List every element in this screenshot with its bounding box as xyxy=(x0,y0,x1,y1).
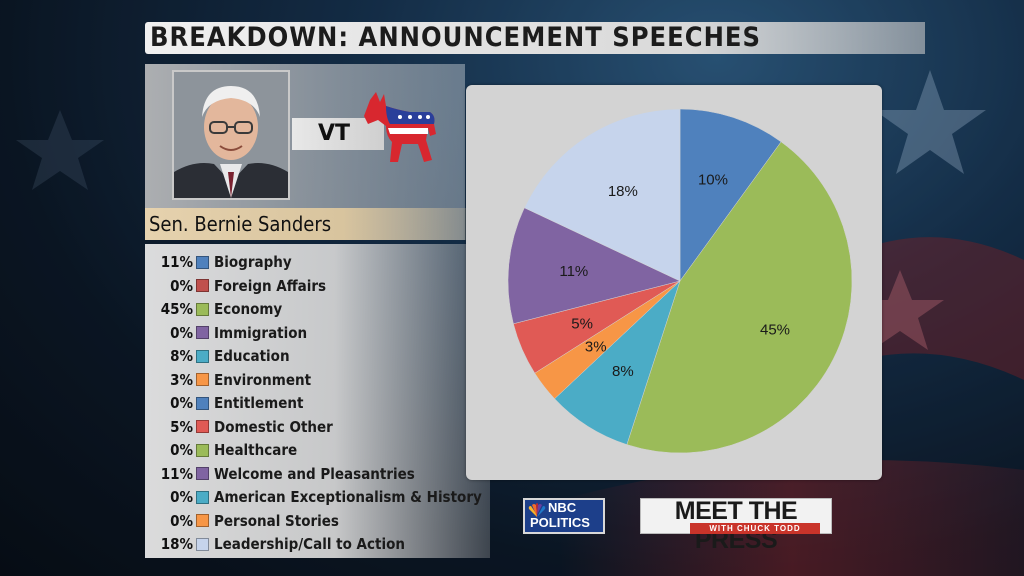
legend-swatch xyxy=(196,490,209,504)
legend-swatch xyxy=(196,279,209,292)
pie-data-label: 45% xyxy=(760,321,790,338)
legend-item: 8% Education xyxy=(150,345,290,367)
pie-data-label: 11% xyxy=(559,263,588,280)
legend-label: Immigration xyxy=(214,323,308,342)
candidate-photo xyxy=(172,70,290,200)
legend-item: 0% Foreign Affairs xyxy=(150,275,326,297)
legend-label: Welcome and Pleasantries xyxy=(214,464,415,483)
legend-swatch xyxy=(196,255,209,269)
legend-percent: 0% xyxy=(170,511,193,530)
pie-data-label: 18% xyxy=(608,183,638,200)
legend-percent: 0% xyxy=(170,488,193,506)
legend-swatch xyxy=(196,396,209,410)
legend-percent: 0% xyxy=(170,276,193,295)
legend-percent: 8% xyxy=(170,347,193,365)
legend-item: 18% Leadership/Call to Action xyxy=(150,533,405,555)
legend-percent: 0% xyxy=(170,323,193,342)
legend-label: Domestic Other xyxy=(214,417,333,436)
state-label: VT xyxy=(318,121,351,146)
legend-percent: 3% xyxy=(170,370,193,389)
legend-item: 0% American Exceptionalism & History xyxy=(150,486,482,508)
nbc-line-2: POLITICS xyxy=(530,515,590,530)
legend-label: Education xyxy=(214,347,290,365)
title-bar xyxy=(145,22,925,54)
legend-item: 11% Biography xyxy=(150,251,292,273)
pie-data-label: 3% xyxy=(585,338,607,355)
nbc-politics-text: NBC POLITICS xyxy=(530,500,590,530)
legend-swatch xyxy=(196,443,209,457)
legend-item: 3% Environment xyxy=(150,369,311,391)
legend-label: Biography xyxy=(214,253,292,271)
pie-data-label: 10% xyxy=(698,172,728,189)
legend-percent: 5% xyxy=(170,417,193,436)
name-bar xyxy=(145,208,475,240)
legend-percent: 11% xyxy=(160,464,193,483)
legend-swatch xyxy=(196,373,209,386)
legend-label: Foreign Affairs xyxy=(214,276,327,295)
legend-label: Healthcare xyxy=(214,441,298,459)
pie-slice xyxy=(524,108,681,282)
legend-label: American Exceptionalism & History xyxy=(214,488,482,506)
nbc-peacock-icon xyxy=(528,503,546,517)
pie-slice xyxy=(679,108,782,282)
page-title: BREAKDOWN: ANNOUNCEMENT SPEECHES xyxy=(150,22,761,53)
legend-item: 11% Welcome and Pleasantries xyxy=(150,463,415,485)
legend-item: 0% Entitlement xyxy=(150,392,303,414)
legend-label: Entitlement xyxy=(214,394,304,412)
legend-percent: 18% xyxy=(160,535,193,553)
legend-percent: 11% xyxy=(160,253,193,271)
legend-swatch xyxy=(196,349,209,363)
candidate-name: Sen. Bernie Sanders xyxy=(149,212,332,236)
legend-label: Economy xyxy=(214,300,283,318)
legend-swatch xyxy=(196,514,209,527)
legend-percent: 45% xyxy=(160,300,193,318)
legend-label: Environment xyxy=(214,370,312,389)
legend-percent: 0% xyxy=(170,394,193,412)
legend-item: 0% Healthcare xyxy=(150,439,297,461)
legend-label: Personal Stories xyxy=(214,511,339,530)
pie-slice xyxy=(507,207,681,325)
legend-item: 45% Economy xyxy=(150,298,283,320)
legend-swatch xyxy=(196,326,209,339)
legend-swatch xyxy=(196,420,209,433)
legend-swatch xyxy=(196,467,209,480)
legend-item: 0% Immigration xyxy=(150,322,307,344)
pie-chart: 10% 45% 8% 3% 5% 11% 18% xyxy=(507,108,853,454)
legend-swatch xyxy=(196,302,209,316)
pie-data-label: 8% xyxy=(612,363,634,380)
meet-the-press-subtitle: WITH CHUCK TODD xyxy=(690,523,820,534)
legend-label: Leadership/Call to Action xyxy=(214,535,405,553)
legend-swatch xyxy=(196,537,209,551)
democrat-donkey-icon xyxy=(364,92,436,162)
legend-item: 0% Personal Stories xyxy=(150,510,339,532)
nbc-line-1: NBC xyxy=(548,500,577,515)
pie-slice xyxy=(626,141,853,454)
legend-percent: 0% xyxy=(170,441,193,459)
pie-data-label: 5% xyxy=(571,315,593,332)
legend-item: 5% Domestic Other xyxy=(150,416,333,438)
